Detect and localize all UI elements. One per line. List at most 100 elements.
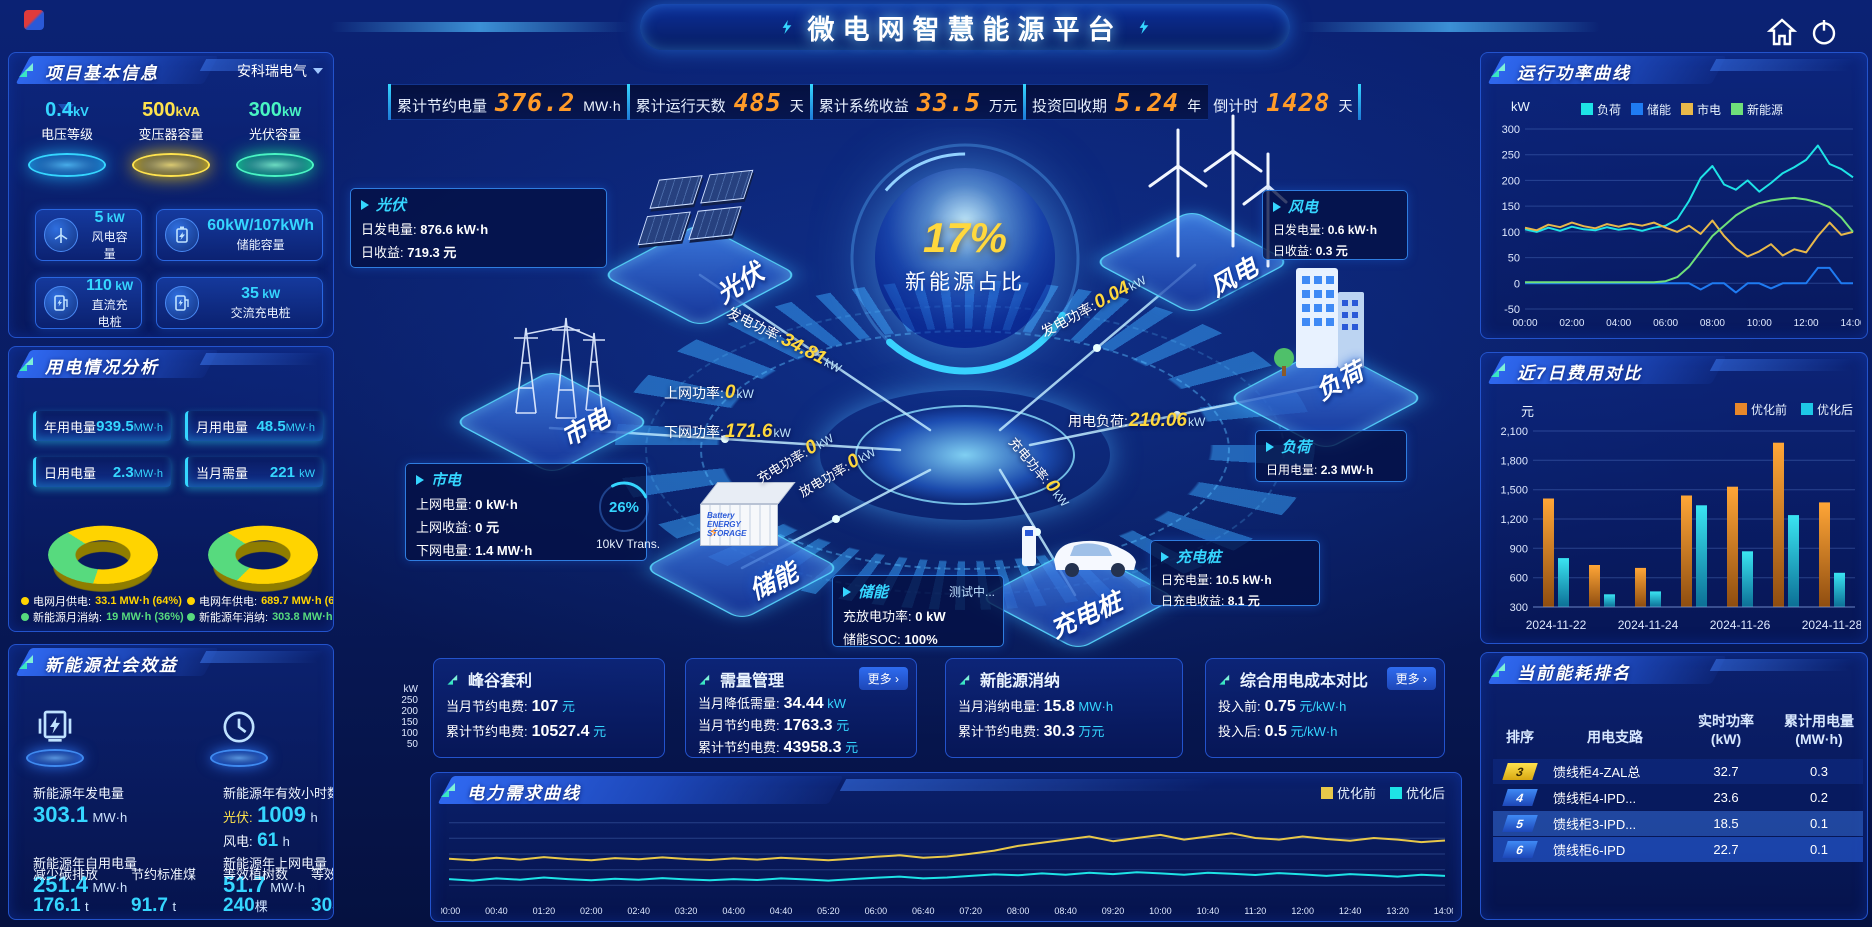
svg-text:06:00: 06:00 bbox=[1653, 318, 1678, 329]
benefit-co2: 减少碳排放 176.1 t bbox=[33, 867, 99, 916]
svg-text:2024-11-22: 2024-11-22 bbox=[1526, 618, 1587, 632]
ranking-row[interactable]: 4 馈线柜4-IPD... 23.6 0.2 bbox=[1493, 785, 1863, 810]
svg-text:02:00: 02:00 bbox=[1559, 318, 1584, 329]
pedestal-pv: 300kW 光伏容量 bbox=[223, 99, 327, 177]
panel-title: 新能源社会效益 bbox=[45, 656, 178, 675]
kpi-countdown: 倒计时 1428 天 bbox=[1213, 87, 1353, 117]
svg-text:00:40: 00:40 bbox=[485, 906, 508, 916]
svg-text:1,500: 1,500 bbox=[1500, 485, 1528, 497]
rank-badge: 3 bbox=[1502, 763, 1538, 780]
svg-text:10:40: 10:40 bbox=[1197, 906, 1220, 916]
kpi-bar: 累计节约电量 376.2 MW·h 累计运行天数 485 天 累计系统收益 33.5 万元 … bbox=[388, 84, 1362, 120]
panel-title: 运行功率曲线 bbox=[1517, 64, 1631, 83]
svg-text:08:40: 08:40 bbox=[1054, 906, 1077, 916]
project-select-value: 安科瑞电气 bbox=[237, 63, 307, 79]
ranking-row[interactable]: 5 馈线柜3-IPD... 18.5 0.1 bbox=[1493, 811, 1863, 836]
double-chevron-icon bbox=[19, 357, 33, 371]
project-select[interactable]: 安科瑞电气 bbox=[237, 61, 323, 81]
usage-stats: 年用电量 939.5MW·h 月用电量 48.5MW·h 日用电量 2.3MW·h 当… bbox=[33, 411, 323, 487]
card-dc-charger: 110 kW 直流充电桩 bbox=[35, 277, 143, 329]
ranking-table-header: 排序 用电支路 实时功率 (kW) 累计用电量 (MW·h) bbox=[1506, 713, 1854, 747]
project-info-panel: 项目基本信息 安科瑞电气 0.4kV 电压等级 500kVA 变压器容量 300kW… bbox=[8, 52, 334, 338]
home-icon[interactable] bbox=[1766, 16, 1798, 48]
benefit-hours: 新能源年有效小时数 光伏: 1009 h 风电: 61 h bbox=[223, 786, 334, 851]
panel-header: 电力需求曲线 bbox=[431, 773, 1461, 807]
svg-text:11:20: 11:20 bbox=[1244, 906, 1266, 916]
panel-header: 近7日费用对比 bbox=[1481, 353, 1867, 387]
renewable-share-value: 17% bbox=[922, 214, 1008, 261]
ranking-row[interactable]: 6 馈线柜6-IPD 22.7 0.1 bbox=[1493, 837, 1863, 862]
svg-text:26%: 26% bbox=[609, 499, 639, 516]
pv-panel-icon bbox=[38, 710, 72, 742]
pedestal-row: 0.4kV 电压等级 500kVA 变压器容量 300kW 光伏容量 bbox=[15, 99, 327, 177]
kpi-system-income: 累计系统收益 33.5 万元 bbox=[818, 87, 1018, 117]
kpi-energy-saved: 累计节约电量 376.2 MW·h bbox=[397, 87, 621, 117]
stat-year-usage: 年用电量 939.5MW·h bbox=[33, 411, 171, 441]
panel-title: 用电情况分析 bbox=[45, 358, 159, 377]
svg-text:14:00: 14:00 bbox=[1840, 318, 1861, 329]
stat-day-usage: 日用电量 2.3MW·h bbox=[33, 457, 171, 487]
svg-text:1,800: 1,800 bbox=[1500, 455, 1528, 467]
svg-text:12:00: 12:00 bbox=[1291, 906, 1314, 916]
pv-info-box: 光伏 日发电量: 876.6 kW·h 日收益: 719.3 元 bbox=[350, 188, 607, 268]
energy-ranking-panel: 当前能耗排名 排序 用电支路 实时功率 (kW) 累计用电量 (MW·h) 3 馈线… bbox=[1480, 652, 1868, 920]
svg-text:04:00: 04:00 bbox=[1606, 318, 1631, 329]
power-curve-chart: 300 250 200 150 100 50 0 -50 00:00 02:00 04:00 06:0… bbox=[1489, 121, 1861, 329]
lightning-icon bbox=[782, 20, 791, 34]
more-button[interactable]: 更多 › bbox=[858, 667, 908, 690]
banner-wing-left bbox=[330, 22, 630, 32]
glow-disc bbox=[236, 153, 314, 177]
panel-title: 项目基本信息 bbox=[45, 64, 159, 83]
svg-text:08:00: 08:00 bbox=[1007, 906, 1030, 916]
panel-title: 近7日费用对比 bbox=[1517, 364, 1643, 383]
svg-text:10:00: 10:00 bbox=[1747, 318, 1772, 329]
double-chevron-icon bbox=[447, 674, 458, 685]
svg-text:14:00: 14:00 bbox=[1434, 906, 1453, 916]
ranking-row[interactable]: 3 馈线柜4-ZAL总 32.7 0.3 bbox=[1493, 759, 1863, 784]
clock-icon bbox=[223, 711, 255, 743]
svg-text:08:00: 08:00 bbox=[1700, 318, 1725, 329]
stat-month-usage: 月用电量 48.5MW·h bbox=[185, 411, 323, 441]
svg-text:2024-11-26: 2024-11-26 bbox=[1710, 618, 1771, 632]
renewable-benefit-panel: 新能源社会效益 新能源年发电量 303.1 MW·h 新能源年有效小时数 光伏: … bbox=[8, 644, 334, 920]
svg-text:0: 0 bbox=[1514, 278, 1520, 290]
more-button[interactable]: 更多 › bbox=[1386, 667, 1436, 690]
glow-disc bbox=[132, 153, 210, 177]
chevron-down-icon bbox=[313, 68, 323, 74]
pedestal-transformer: 500kVA 变压器容量 bbox=[119, 99, 223, 177]
panel-header: 运行功率曲线 bbox=[1481, 53, 1867, 87]
app-header: 微电网智慧能源平台 bbox=[640, 4, 1290, 50]
y-axis-unit: kW bbox=[1511, 99, 1530, 114]
svg-text:13:20: 13:20 bbox=[1386, 906, 1409, 916]
kpi-run-days: 累计运行天数 485 天 bbox=[635, 87, 804, 117]
svg-text:1,200: 1,200 bbox=[1500, 514, 1528, 526]
svg-text:00:00: 00:00 bbox=[441, 906, 460, 916]
flow-from-grid-power: 下网功率:171.6kW bbox=[664, 421, 791, 442]
power-curve-panel: 运行功率曲线 kW 负荷 储能 市电 新能源 300 250 200 150 100 50… bbox=[1480, 52, 1868, 339]
double-chevron-icon bbox=[1219, 674, 1230, 685]
card-wind-capacity: 5 kW 风电容量 bbox=[35, 209, 143, 261]
box-title: 光伏 bbox=[376, 197, 407, 214]
box-title: 储能 bbox=[858, 584, 889, 601]
storage-info-box: 储能 测试中... 充放电功率: 0 kW 储能SOC: 100% bbox=[832, 575, 1004, 647]
svg-text:05:20: 05:20 bbox=[817, 906, 840, 916]
benefit-certs: 等效绿证数303张 bbox=[311, 867, 333, 916]
svg-text:01:20: 01:20 bbox=[533, 906, 556, 916]
caret-right-icon bbox=[1273, 201, 1281, 212]
generation-pedestal bbox=[23, 707, 87, 767]
flow-to-grid-power: 上网功率:0kW bbox=[664, 382, 754, 403]
svg-text:600: 600 bbox=[1510, 573, 1528, 585]
app-logo bbox=[24, 10, 44, 30]
renewable-share-sphere: 17% 新能源占比 bbox=[875, 168, 1055, 348]
box-title: 风电 bbox=[1288, 199, 1319, 216]
svg-text:03:20: 03:20 bbox=[675, 906, 698, 916]
power-icon[interactable] bbox=[1808, 16, 1840, 48]
double-chevron-icon bbox=[19, 63, 33, 77]
box-title: 市电 bbox=[431, 472, 462, 489]
battery-icon bbox=[176, 226, 189, 243]
svg-text:100: 100 bbox=[1502, 227, 1520, 239]
box-title: 负荷 bbox=[1281, 439, 1312, 456]
svg-text:2024-11-24: 2024-11-24 bbox=[1618, 618, 1679, 632]
panel-title: 当前能耗排名 bbox=[1517, 664, 1631, 683]
